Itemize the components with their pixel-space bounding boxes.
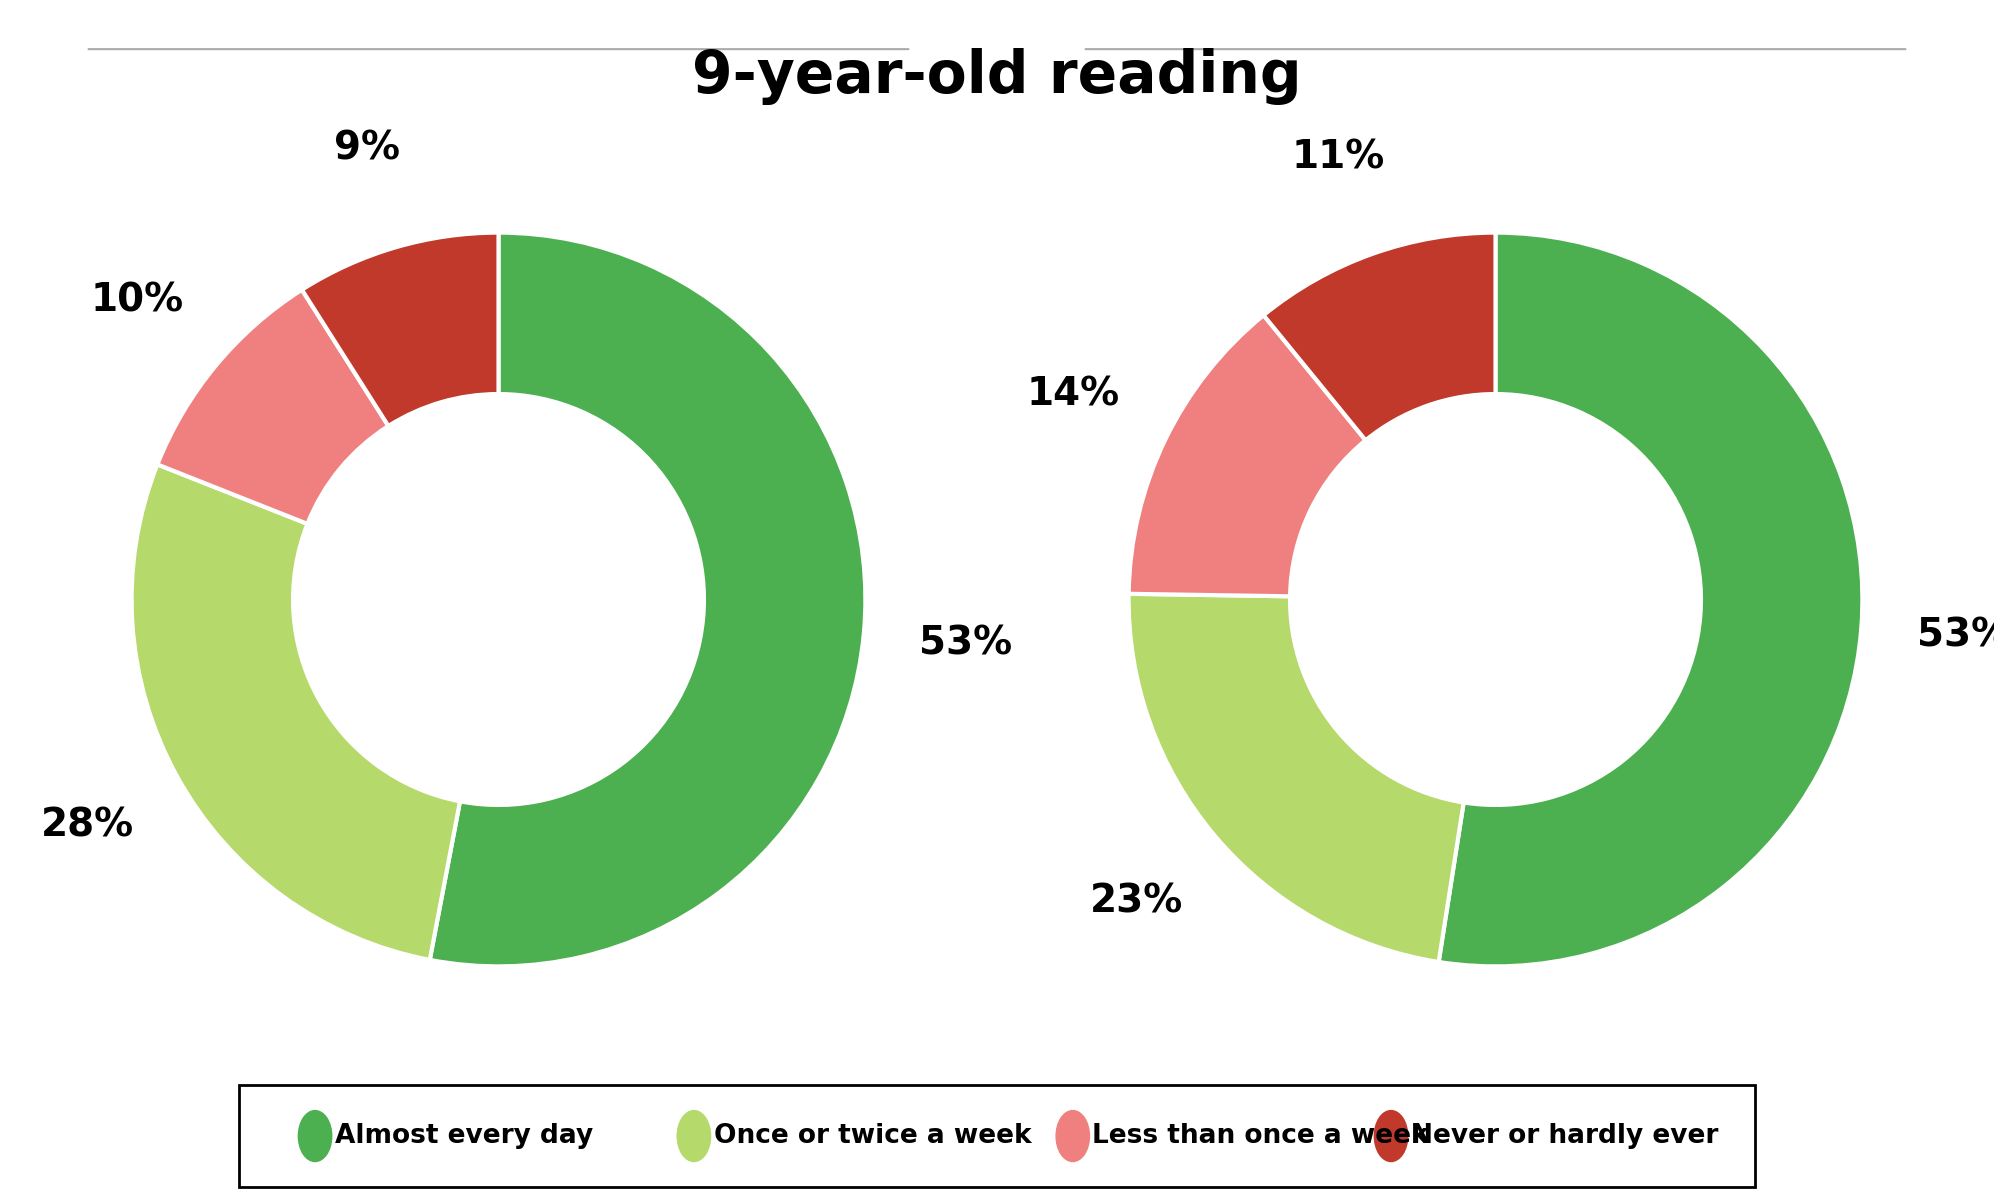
FancyBboxPatch shape [239,1085,1755,1187]
Wedge shape [431,233,865,966]
Text: Less than once a week: Less than once a week [1093,1123,1430,1149]
Wedge shape [1438,233,1862,966]
Ellipse shape [299,1110,331,1162]
Text: 10%: 10% [90,281,183,319]
Text: Never or hardly ever: Never or hardly ever [1410,1123,1719,1149]
Text: Once or twice a week: Once or twice a week [714,1123,1031,1149]
Text: 9%: 9% [335,129,401,168]
Wedge shape [1264,233,1496,440]
Wedge shape [132,464,461,960]
Text: 9-year-old reading: 9-year-old reading [692,48,1302,106]
Wedge shape [301,233,498,426]
Text: 14%: 14% [1027,375,1119,414]
Wedge shape [1129,594,1464,962]
Wedge shape [1129,315,1366,596]
Text: Almost every day: Almost every day [335,1123,592,1149]
Ellipse shape [1374,1110,1408,1162]
Text: 11%: 11% [1292,138,1384,176]
Text: 28%: 28% [40,807,134,845]
Text: 23%: 23% [1089,882,1182,921]
Text: 53%: 53% [1916,617,1994,655]
Text: 53%: 53% [919,625,1013,663]
Wedge shape [158,290,389,524]
Ellipse shape [1057,1110,1089,1162]
Ellipse shape [678,1110,710,1162]
